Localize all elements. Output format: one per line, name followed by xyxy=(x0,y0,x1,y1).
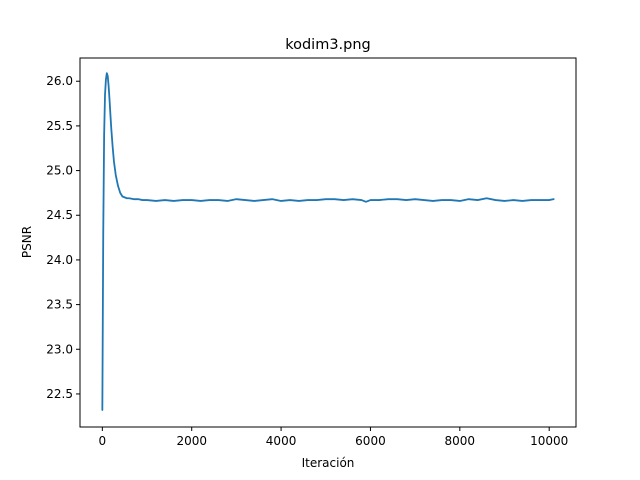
y-tick-label: 24.5 xyxy=(46,208,73,222)
y-tick-label: 26.0 xyxy=(46,74,73,88)
y-tick-label: 22.5 xyxy=(46,387,73,401)
y-axis-ticks: 22.5 23.0 23.5 24.0 24.5 25.0 25.5 26.0 xyxy=(46,74,80,401)
y-tick-label: 23.0 xyxy=(46,342,73,356)
x-tick-label: 0 xyxy=(99,434,107,448)
y-tick-label: 25.5 xyxy=(46,119,73,133)
y-tick-label: 25.0 xyxy=(46,164,73,178)
y-tick-label: 23.5 xyxy=(46,298,73,312)
chart-title: kodim3.png xyxy=(285,37,371,53)
x-tick-label: 6000 xyxy=(355,434,386,448)
y-axis-label: PSNR xyxy=(20,226,34,258)
y-tick-label: 24.0 xyxy=(46,253,73,267)
x-tick-label: 10000 xyxy=(530,434,568,448)
plot-frame xyxy=(79,57,577,428)
x-tick-label: 8000 xyxy=(445,434,476,448)
x-axis-label: Iteración xyxy=(302,456,355,470)
x-tick-label: 4000 xyxy=(266,434,297,448)
psnr-series-line xyxy=(101,72,555,411)
x-tick-label: 2000 xyxy=(176,434,207,448)
series-layer xyxy=(101,72,555,411)
x-axis-ticks: 0 2000 4000 6000 8000 10000 xyxy=(99,427,568,448)
